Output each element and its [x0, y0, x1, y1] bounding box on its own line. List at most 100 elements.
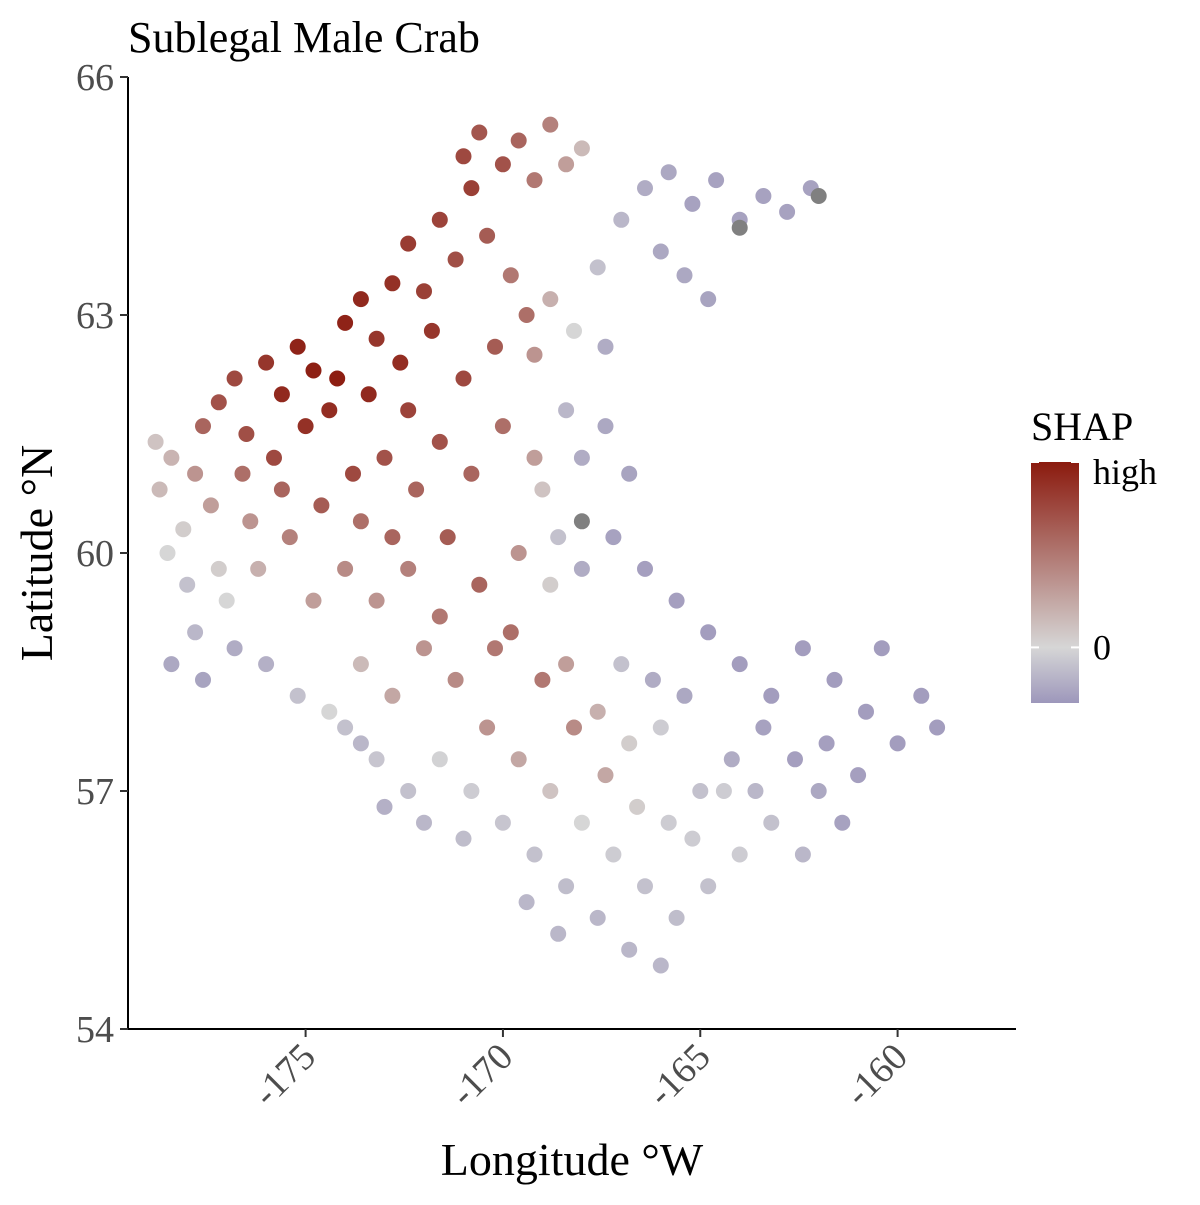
- data-point: [376, 798, 393, 815]
- data-point: [526, 346, 543, 363]
- data-point: [700, 291, 717, 308]
- data-point: [494, 814, 511, 831]
- y-tick-label: 54: [76, 1009, 114, 1051]
- data-point: [179, 576, 196, 593]
- data-point: [637, 180, 653, 197]
- data-point: [258, 656, 275, 673]
- data-point: [463, 465, 480, 482]
- data-point: [613, 211, 630, 228]
- data-point: [352, 291, 369, 308]
- data-point: [652, 243, 669, 260]
- data-point: [423, 322, 440, 339]
- data-point: [755, 719, 772, 736]
- data-point: [794, 640, 811, 657]
- data-point: [400, 560, 417, 577]
- y-tick-label: 60: [76, 533, 114, 575]
- legend-colorbar: [1031, 462, 1079, 703]
- data-point: [850, 767, 867, 784]
- data-point: [597, 338, 614, 355]
- data-point-missing: [731, 219, 748, 236]
- data-point-missing: [810, 188, 827, 204]
- data-point: [151, 481, 168, 498]
- data-point: [471, 124, 488, 141]
- data-point: [431, 211, 448, 228]
- data-point: [542, 291, 559, 308]
- data-point: [416, 283, 432, 300]
- data-point: [352, 656, 369, 673]
- data-point: [810, 783, 827, 799]
- data-point: [218, 592, 235, 609]
- data-point: [273, 481, 290, 498]
- data-point: [163, 656, 180, 673]
- data-point: [502, 624, 519, 641]
- data-point: [384, 529, 401, 546]
- data-point: [550, 529, 567, 546]
- data-point: [573, 814, 590, 831]
- data-point: [637, 878, 653, 895]
- data-point: [392, 354, 409, 371]
- data-point: [597, 418, 614, 435]
- x-axis-title: Longitude °W: [441, 1134, 704, 1185]
- data-point: [195, 671, 211, 688]
- data-point: [629, 798, 646, 815]
- data-point: [242, 513, 259, 530]
- data-point: [226, 370, 243, 387]
- data-point: [494, 418, 511, 435]
- data-point: [929, 719, 946, 736]
- data-point: [368, 751, 385, 768]
- data-point: [668, 592, 685, 609]
- data-point: [518, 894, 535, 911]
- data-point: [337, 719, 354, 736]
- data-point: [487, 640, 503, 657]
- data-point-missing: [573, 513, 590, 530]
- data-point: [755, 188, 772, 204]
- data-point: [147, 433, 164, 450]
- data-point: [400, 235, 417, 252]
- data-point: [400, 783, 417, 799]
- data-point: [731, 656, 748, 673]
- data-point: [313, 497, 330, 514]
- data-point: [573, 560, 590, 577]
- y-tick-label: 66: [76, 57, 114, 99]
- data-point: [368, 330, 385, 347]
- data-point: [613, 656, 630, 673]
- data-point: [731, 846, 748, 863]
- data-point: [431, 608, 448, 625]
- data-point: [913, 687, 930, 704]
- data-point: [621, 735, 638, 752]
- data-point: [550, 925, 567, 942]
- data-point: [542, 576, 559, 593]
- data-point: [502, 267, 519, 284]
- data-point: [692, 783, 709, 799]
- data-point: [376, 449, 393, 466]
- data-point: [684, 830, 701, 847]
- data-point: [273, 386, 290, 403]
- data-point: [447, 671, 464, 688]
- data-point: [187, 624, 204, 641]
- data-point: [518, 307, 535, 323]
- data-point: [605, 846, 622, 863]
- legend: SHAP high 0: [1031, 404, 1157, 703]
- data-point: [526, 846, 543, 863]
- data-point: [676, 687, 693, 704]
- chart-title: Sublegal Male Crab: [128, 13, 480, 62]
- data-point: [605, 529, 622, 546]
- data-point: [447, 251, 464, 268]
- data-point: [779, 203, 796, 220]
- data-point: [352, 513, 369, 530]
- data-point: [510, 545, 527, 561]
- data-point: [494, 156, 511, 173]
- data-point: [384, 275, 401, 292]
- legend-title: SHAP: [1031, 404, 1133, 449]
- data-point: [281, 529, 298, 546]
- data-point: [238, 426, 255, 442]
- data-point: [621, 941, 638, 958]
- data-point: [747, 783, 764, 799]
- data-point: [818, 735, 835, 752]
- data-point: [360, 386, 377, 403]
- data-point: [542, 783, 559, 799]
- data-point: [834, 814, 851, 831]
- data-point: [526, 449, 543, 466]
